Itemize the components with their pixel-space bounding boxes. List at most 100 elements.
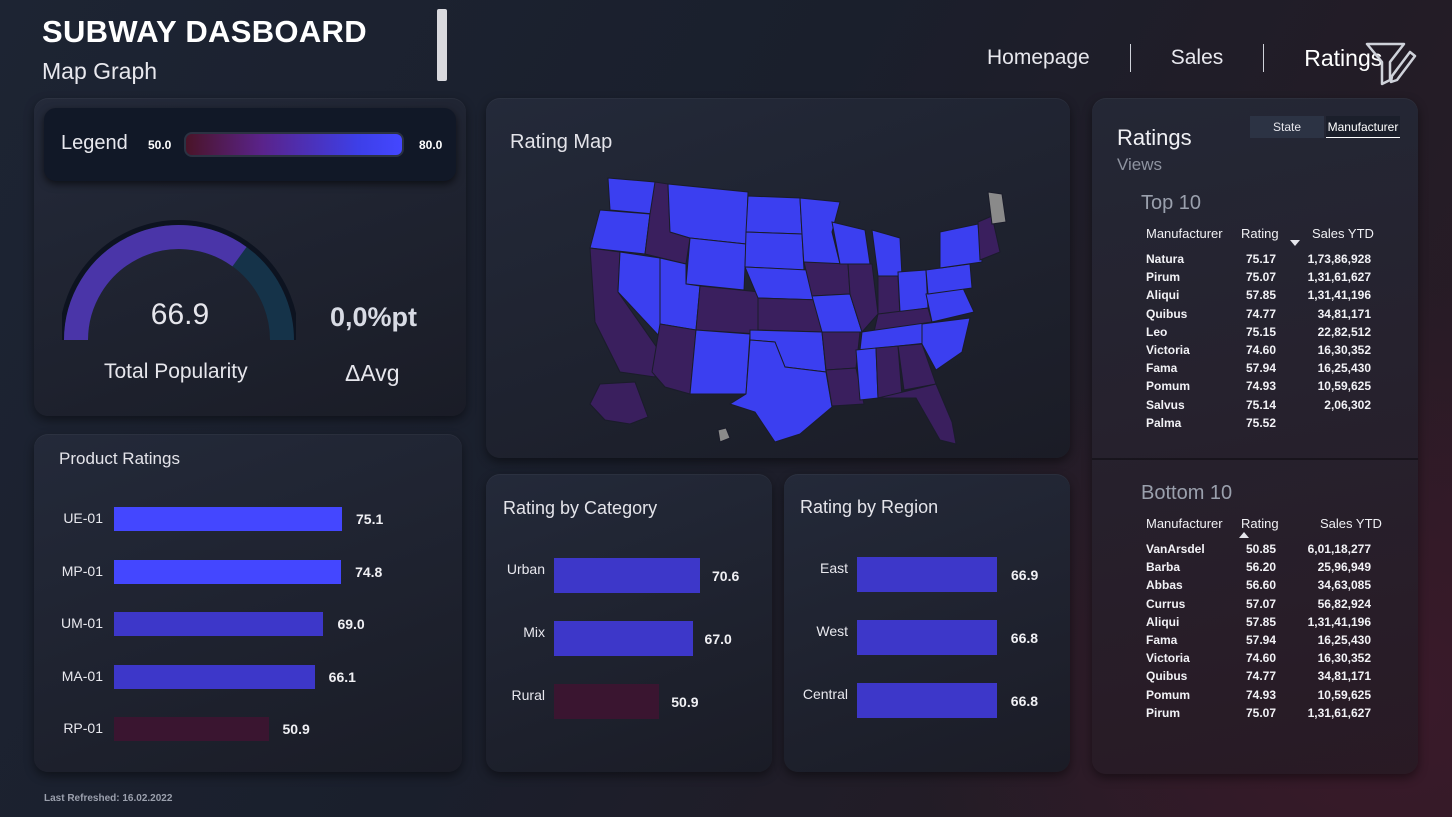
top10-table: Natura 75.17 1,73,86,928 Pirum 75.07 1,31,61,… (1146, 252, 1376, 434)
nav-sales[interactable]: Sales (1170, 46, 1224, 69)
legend-max: 80.0 (419, 138, 443, 152)
state-new-england (977, 215, 1001, 261)
product-rating-bar[interactable] (114, 559, 342, 584)
top10-row[interactable]: Victoria 74.60 16,30,352 (1146, 343, 1376, 361)
top10-row[interactable]: Pomum 74.93 10,59,625 (1146, 379, 1376, 397)
state-illinois (847, 263, 879, 333)
state-louisiana (825, 367, 865, 407)
region-rating-bar[interactable] (857, 557, 997, 592)
top10-col-sales[interactable]: Sales YTD (1312, 226, 1374, 241)
region-rating-bar[interactable] (857, 620, 997, 655)
category-rating-label: Urban (506, 561, 545, 577)
top10-row[interactable]: Palma 75.52 (1146, 416, 1376, 434)
popularity-gauge (62, 220, 296, 341)
product-rating-label: UE-01 (63, 510, 103, 526)
bottom10-sales: 56,82,924 (1317, 596, 1371, 611)
bottom10-manufacturer: Pirum (1146, 705, 1181, 720)
bottom10-row[interactable]: Currus 57.07 56,82,924 (1146, 597, 1376, 615)
state-maine (987, 191, 1007, 225)
bottom10-rating: 74.93 (1245, 687, 1276, 702)
product-rating-label: MA-01 (61, 667, 103, 684)
bottom10-row[interactable]: Pirum 75.07 1,31,61,627 (1146, 706, 1376, 724)
top10-row[interactable]: Salvus 75.14 2,06,302 (1146, 398, 1376, 416)
top10-row[interactable]: Pirum 75.07 1,31,61,627 (1146, 270, 1376, 288)
top10-manufacturer: Pirum (1146, 270, 1181, 285)
top10-sales: 1,31,61,627 (1307, 270, 1371, 285)
state-south-dakota (744, 231, 805, 271)
legend-min: 50.0 (148, 138, 172, 152)
bottom10-col-manufacturer[interactable]: Manufacturer (1146, 516, 1223, 531)
product-ratings-title: Product Ratings (59, 449, 180, 468)
bottom10-row[interactable]: Barba 56.20 25,96,949 (1146, 560, 1376, 578)
state-carolinas (921, 317, 971, 371)
bottom10-col-sales[interactable]: Sales YTD (1320, 516, 1382, 531)
bottom10-rating: 74.60 (1245, 651, 1276, 666)
top10-sales: 16,25,430 (1317, 361, 1371, 376)
category-rating-bar[interactable] (554, 558, 700, 593)
category-rating-label: Rural (511, 687, 545, 703)
top10-manufacturer: Natura (1146, 252, 1185, 266)
top10-rating: 75.52 (1245, 415, 1276, 430)
bottom10-sales: 34,63,085 (1317, 578, 1371, 593)
bottom10-sales: 10,59,625 (1317, 687, 1371, 702)
nav-separator (1129, 44, 1131, 72)
tab-manufacturer[interactable]: Manufacturer (1326, 116, 1400, 138)
bottom10-row[interactable]: Aliqui 57.85 1,31,41,196 (1146, 615, 1376, 633)
top10-rating: 57.94 (1245, 361, 1276, 376)
filter-icon[interactable] (1364, 38, 1418, 88)
tab-state[interactable]: State (1250, 116, 1324, 138)
top10-manufacturer: Pomum (1146, 379, 1191, 394)
product-rating-label: UM-01 (60, 615, 103, 631)
category-rating-value: 67.0 (704, 630, 732, 647)
rating-map-title: Rating Map (510, 131, 613, 153)
bottom10-row[interactable]: Victoria 74.60 16,30,352 (1146, 651, 1376, 669)
bottom10-col-rating[interactable]: Rating (1241, 516, 1279, 531)
top10-manufacturer: Salvus (1146, 397, 1185, 412)
state-ohio (897, 269, 929, 313)
bottom10-rating: 75.07 (1245, 705, 1276, 720)
top10-manufacturer: Leo (1146, 324, 1168, 339)
state-texas (728, 339, 833, 443)
region-rating-bar[interactable] (857, 683, 997, 718)
bottom10-rating: 57.85 (1245, 614, 1276, 629)
top10-row[interactable]: Leo 75.15 22,82,512 (1146, 325, 1376, 343)
top10-sales: 10,59,625 (1317, 379, 1371, 394)
legend-label: Legend (61, 132, 128, 154)
bottom10-table: VanArsdel 50.85 6,01,18,277 Barba 56.20 25,96… (1146, 542, 1376, 724)
ratings-views-subtitle: Views (1117, 155, 1163, 174)
product-rating-value: 50.9 (282, 721, 310, 737)
product-rating-bar[interactable] (114, 664, 315, 689)
category-rating-bar[interactable] (554, 684, 660, 719)
state-alabama (875, 345, 903, 399)
product-rating-bar[interactable] (114, 717, 269, 741)
us-map[interactable] (560, 172, 1020, 450)
top10-row[interactable]: Aliqui 57.85 1,31,41,196 (1146, 288, 1376, 306)
top10-row[interactable]: Quibus 74.77 34,81,171 (1146, 307, 1376, 325)
product-rating-bar[interactable] (114, 507, 342, 531)
gauge-label: Total Popularity (104, 360, 248, 383)
bottom10-row[interactable]: Quibus 74.77 34,81,171 (1146, 669, 1376, 687)
top10-row[interactable]: Fama 57.94 16,25,430 (1146, 361, 1376, 379)
top10-col-manufacturer[interactable]: Manufacturer (1146, 226, 1223, 241)
top10-row[interactable]: Natura 75.17 1,73,86,928 (1146, 252, 1376, 270)
top10-rating: 75.15 (1245, 324, 1276, 339)
state-new-mexico (689, 329, 751, 395)
top10-manufacturer: Fama (1146, 361, 1178, 376)
nav-ratings[interactable]: Ratings (1304, 44, 1383, 71)
top10-rating: 75.17 (1245, 252, 1276, 266)
state-colorado (695, 285, 761, 335)
top10-col-rating[interactable]: Rating (1241, 226, 1279, 241)
top10-manufacturer: Victoria (1146, 342, 1190, 357)
bottom10-row[interactable]: Abbas 56.60 34,63,085 (1146, 578, 1376, 596)
rating-by-category-title: Rating by Category (503, 498, 658, 518)
category-rating-value: 50.9 (671, 693, 699, 710)
nav-homepage[interactable]: Homepage (987, 46, 1090, 69)
state-pennsylvania (925, 263, 973, 295)
bottom10-row[interactable]: Fama 57.94 16,25,430 (1146, 633, 1376, 651)
bottom10-manufacturer: Quibus (1146, 669, 1188, 684)
region-rating-value: 66.9 (1011, 566, 1039, 583)
category-rating-bar[interactable] (554, 621, 693, 656)
bottom10-row[interactable]: Pomum 74.93 10,59,625 (1146, 688, 1376, 706)
product-rating-bar[interactable] (114, 612, 324, 636)
bottom10-row[interactable]: VanArsdel 50.85 6,01,18,277 (1146, 542, 1376, 560)
